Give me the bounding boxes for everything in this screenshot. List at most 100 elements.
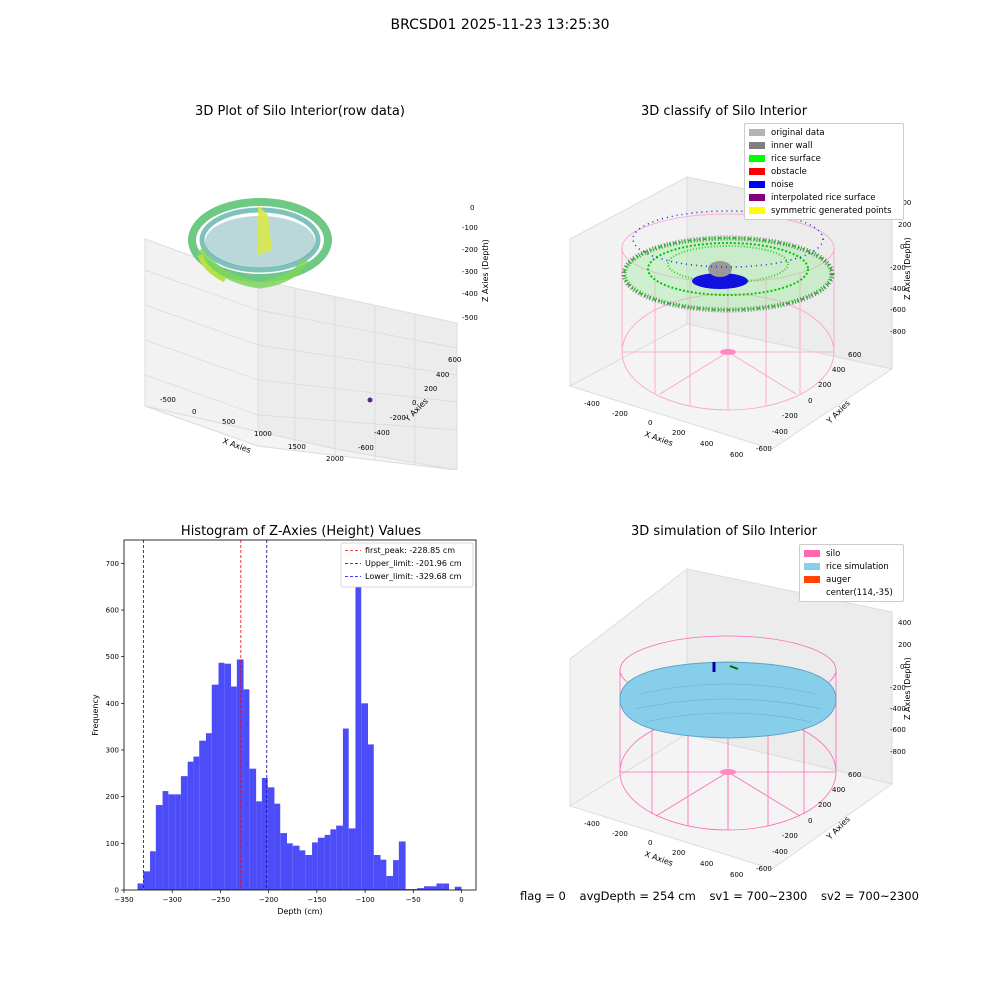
classify-legend-item: inner wall <box>749 139 899 152</box>
histogram-bars <box>137 556 462 890</box>
classify-ytick: -200 <box>782 412 798 420</box>
histogram-bar <box>380 859 387 890</box>
raw-pane-floor <box>144 405 458 470</box>
simulation-legend-label: auger <box>826 574 851 585</box>
simulation-ztick: 200 <box>898 641 911 649</box>
simulation-y-ticks: 600 400 200 0 -200 -400 -600 <box>756 771 861 873</box>
histogram-bar <box>205 733 212 890</box>
histogram-bar <box>168 794 176 890</box>
simulation-xtick: 200 <box>672 849 685 857</box>
histogram-xtick-label: −100 <box>355 896 374 904</box>
raw-ytick: 200 <box>424 385 437 393</box>
simulation-rice-surface <box>619 661 837 739</box>
classify-legend-label: interpolated rice surface <box>771 192 876 203</box>
histogram-x-ticks: −350 −300 −250 −200 −150 −100 −50 0 <box>114 890 464 904</box>
sv2-text: sv2 = 700~2300 <box>821 889 919 903</box>
avg-depth-text: avgDepth = 254 cm <box>579 889 696 903</box>
histogram-bar <box>143 871 151 890</box>
simulation-ztick: 0 <box>900 663 904 671</box>
histogram-bar <box>175 794 181 890</box>
simulation-z-label: Z Axies (Depth) <box>903 657 912 720</box>
histogram-bar <box>324 834 331 890</box>
simulation-legend: silo rice simulation auger center(114,-35) <box>799 544 904 602</box>
simulation-ytick: 200 <box>818 801 831 809</box>
simulation-legend-swatch <box>804 563 820 570</box>
raw-ytick: -600 <box>358 444 374 452</box>
classify-ztick: -800 <box>890 328 906 336</box>
histogram-xtick-label: −50 <box>406 896 421 904</box>
classify-legend-swatch <box>749 168 765 175</box>
histogram-ytick-label: 600 <box>106 607 119 615</box>
histogram-legend-label: Lower_limit: -329.68 cm <box>365 572 462 581</box>
histogram-ytick-label: 400 <box>106 700 119 708</box>
histogram-bar <box>292 845 300 890</box>
classify-3d-plot: -400 -200 0 200 400 600 X Axies 600 400 … <box>568 176 912 459</box>
histogram-xtick-label: −300 <box>163 896 182 904</box>
histogram-bar <box>249 768 257 890</box>
histogram-ytick-label: 500 <box>106 653 119 661</box>
classify-ytick: 200 <box>818 381 831 389</box>
raw-ztick: -100 <box>462 224 478 232</box>
histogram-bar <box>224 663 232 890</box>
histogram-bar <box>236 659 244 890</box>
histogram-bar <box>423 886 430 890</box>
simulation-ytick: -200 <box>782 832 798 840</box>
simulation-legend-item: auger <box>804 573 899 586</box>
raw-xtick: -500 <box>160 396 176 404</box>
sv1-text: sv1 = 700~2300 <box>709 889 808 903</box>
histogram-ytick-label: 700 <box>106 560 119 568</box>
histogram-bar <box>355 556 362 890</box>
histogram-bar <box>348 828 356 890</box>
classify-ytick: -400 <box>772 428 788 436</box>
simulation-legend-label: rice simulation <box>826 561 889 572</box>
simulation-legend-label: silo <box>826 548 841 559</box>
classify-legend-swatch <box>749 142 765 149</box>
classify-ytick: 0 <box>808 397 812 405</box>
classify-legend-item: noise <box>749 178 899 191</box>
classify-legend-swatch <box>749 129 765 136</box>
histogram-legend-box <box>340 542 474 588</box>
histogram-bar <box>367 744 374 890</box>
histogram-xtick-label: −250 <box>211 896 230 904</box>
histogram-legend-label: Upper_limit: -201.96 cm <box>365 559 462 568</box>
histogram-plot: −350 −300 −250 −200 −150 −100 −50 0 0 100 200 300 4… <box>91 539 477 916</box>
classify-legend-label: inner wall <box>771 140 813 151</box>
simulation-ztick: -200 <box>890 684 906 692</box>
classify-xtick: 200 <box>672 429 685 437</box>
classify-ztick: 0 <box>900 243 904 251</box>
simulation-pane-floor <box>568 733 894 870</box>
raw-y-ticks: 600 400 200 0 -200 -400 -600 <box>358 356 461 452</box>
classify-y-ticks: 600 400 200 0 -200 -400 -600 <box>756 351 861 453</box>
simulation-xtick: 400 <box>700 860 713 868</box>
classify-legend-label: original data <box>771 127 825 138</box>
histogram-bar <box>211 684 219 890</box>
classify-legend-label: rice surface <box>771 153 821 164</box>
classify-legend-item: rice surface <box>749 152 899 165</box>
simulation-legend-item: silo <box>804 547 899 560</box>
classify-ztick: -200 <box>890 264 906 272</box>
classify-ztick: 200 <box>898 221 911 229</box>
histogram-bar <box>442 883 449 890</box>
classify-xtick: -200 <box>612 410 628 418</box>
simulation-z-ticks: 400 200 0 -200 -400 -600 -800 <box>890 619 911 756</box>
histogram-xtick-label: −200 <box>259 896 278 904</box>
histogram-legend: first_peak: -228.85 cm Upper_limit: -201.… <box>340 542 474 588</box>
histogram-ytick-label: 200 <box>106 793 119 801</box>
histogram-y-label: Frequency <box>91 694 100 736</box>
raw-outlier-point <box>367 397 373 403</box>
histogram-bar <box>231 686 237 890</box>
raw-xtick: 0 <box>192 408 196 416</box>
histogram-lines <box>143 540 268 890</box>
classify-ytick: -600 <box>756 445 772 453</box>
simulation-legend-swatch <box>804 589 820 596</box>
classify-ztick: -600 <box>890 306 906 314</box>
classify-legend-label: symmetric generated points <box>771 205 892 216</box>
simulation-ytick: -400 <box>772 848 788 856</box>
simulation-legend-item: center(114,-35) <box>804 586 899 599</box>
histogram-bar <box>256 801 262 890</box>
simulation-center-marker <box>720 769 736 775</box>
status-footer: flag = 0 avgDepth = 254 cm sv1 = 700~230… <box>520 889 929 903</box>
simulation-auger <box>712 662 739 672</box>
classify-legend: original data inner wall rice surface obsta… <box>744 123 904 220</box>
raw-xtick: 1000 <box>254 430 272 438</box>
